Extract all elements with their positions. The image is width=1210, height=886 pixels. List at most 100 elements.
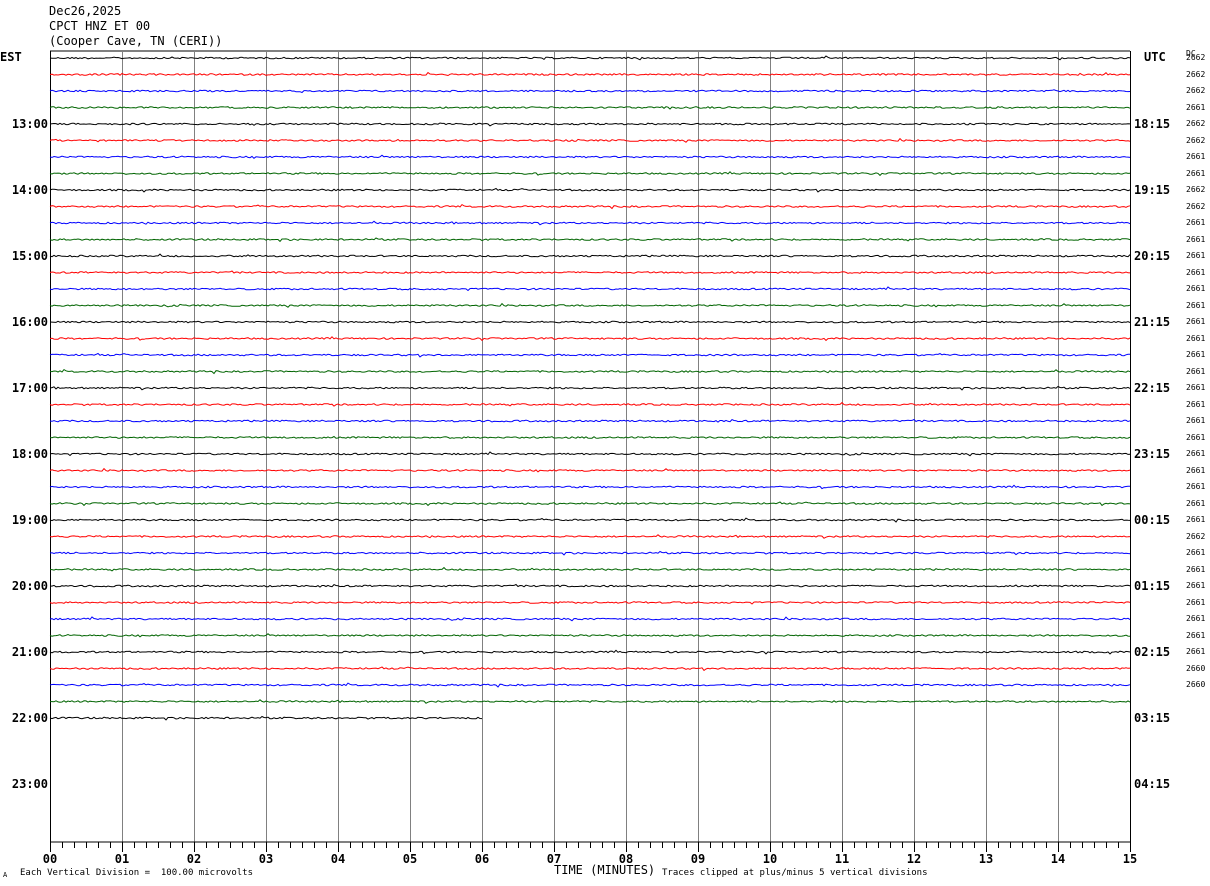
dc-offset-value: 2661 — [1186, 284, 1206, 293]
est-hour-label: 17:00 — [11, 381, 48, 395]
est-hour-label: 18:00 — [11, 447, 48, 461]
corner-mark: A — [3, 871, 8, 879]
vertical-scale-note: Each Vertical Division = 100.00 microvol… — [20, 868, 253, 878]
seismic-trace — [49, 451, 1131, 457]
utc-hour-label: 19:15 — [1134, 183, 1171, 197]
dc-offset-value: 2661 — [1186, 630, 1206, 640]
est-hour-label: 16:00 — [11, 315, 48, 329]
dc-offset-value: 2661 — [1186, 498, 1206, 508]
x-tick-label: 04 — [331, 852, 345, 866]
station-code: CPCT HNZ ET 00 — [49, 19, 151, 33]
clip-note: Traces clipped at plus/minus 5 vertical … — [662, 868, 928, 878]
utc-hour-label: 04:15 — [1134, 777, 1171, 791]
x-axis-title: TIME (MINUTES) — [554, 863, 656, 877]
seismic-trace — [49, 368, 1131, 375]
dc-offset-value: 2662 — [1186, 185, 1206, 194]
seismic-trace — [49, 89, 1131, 94]
seismic-trace — [49, 286, 1131, 292]
seismic-trace — [49, 106, 1131, 110]
seismic-trace — [49, 566, 1131, 572]
x-tick-label: 11 — [835, 852, 849, 866]
x-tick-label: 07 — [547, 852, 561, 866]
dc-offset-value: 2662 — [1186, 86, 1206, 95]
dc-offset-value: 2662 — [1186, 135, 1206, 145]
x-tick-label: 15 — [1123, 852, 1137, 866]
seismic-trace — [49, 633, 1131, 638]
seismic-trace — [49, 550, 1131, 556]
x-tick-label: 14 — [1051, 852, 1065, 866]
utc-hour-label: 20:15 — [1134, 249, 1171, 263]
dc-offset-value: 2661 — [1186, 465, 1206, 475]
dc-offset-value: 2661 — [1186, 366, 1206, 376]
seismic-trace — [49, 71, 1131, 77]
seismic-trace — [49, 699, 1131, 704]
seismic-trace — [49, 187, 1131, 193]
seismic-trace — [49, 517, 1131, 523]
left-timezone-label: EST — [0, 50, 22, 64]
dc-offset-value: 2661 — [1186, 317, 1206, 326]
dc-offset-value: 2661 — [1186, 383, 1206, 392]
utc-hour-label: 01:15 — [1134, 579, 1171, 593]
utc-hour-label: 23:15 — [1134, 447, 1171, 461]
seismic-trace — [49, 203, 1131, 210]
station-location: (Cooper Cave, TN (CERI)) — [49, 34, 223, 48]
seismic-trace — [49, 484, 1131, 490]
utc-hour-label: 21:15 — [1134, 315, 1171, 329]
dc-offset-value: 2661 — [1186, 449, 1206, 458]
dc-offset-value: 2660 — [1186, 663, 1206, 673]
dc-offset-value: 2660 — [1186, 680, 1206, 689]
dc-offset-value: 2661 — [1186, 416, 1206, 425]
dc-offset-value: 2661 — [1186, 168, 1206, 178]
seismic-trace — [49, 666, 1131, 672]
x-tick-label: 06 — [475, 852, 489, 866]
seismic-trace — [49, 715, 483, 721]
x-tick-label: 13 — [979, 852, 993, 866]
seismic-trace — [49, 253, 1131, 258]
seismic-trace — [49, 171, 1131, 177]
seismic-trace — [49, 682, 1131, 688]
est-hour-label: 13:00 — [11, 117, 48, 131]
utc-hour-label: 02:15 — [1134, 645, 1171, 659]
dc-offset-header: DC — [1186, 49, 1196, 58]
seismic-trace — [49, 154, 1131, 159]
seismic-trace — [49, 616, 1131, 622]
x-tick-label: 10 — [763, 852, 777, 866]
dc-offset-value: 2661 — [1186, 234, 1206, 244]
est-hour-label: 23:00 — [11, 777, 48, 791]
est-hour-label: 22:00 — [11, 711, 48, 725]
seismic-trace — [49, 336, 1131, 342]
seismic-trace — [49, 137, 1131, 143]
utc-hour-label: 00:15 — [1134, 513, 1171, 527]
dc-offset-value: 2662 — [1186, 119, 1206, 128]
dc-offset-value: 2661 — [1186, 482, 1206, 491]
dc-offset-value: 2661 — [1186, 564, 1206, 574]
seismic-trace — [49, 534, 1131, 539]
est-hour-label: 19:00 — [11, 513, 48, 527]
x-tick-label: 01 — [115, 852, 129, 866]
seismic-trace — [49, 401, 1131, 407]
seismic-trace — [49, 122, 1131, 127]
dc-offset-value: 2662 — [1186, 53, 1206, 62]
x-tick-label: 12 — [907, 852, 921, 866]
seismic-trace — [49, 435, 1131, 439]
seismic-trace — [49, 501, 1131, 507]
x-tick-label: 08 — [619, 852, 633, 866]
seismic-trace — [49, 583, 1131, 588]
utc-hour-label: 03:15 — [1134, 711, 1171, 725]
dc-offset-value: 2661 — [1186, 251, 1206, 260]
dc-offset-value: 2661 — [1186, 267, 1206, 277]
dc-offset-value: 2661 — [1186, 218, 1206, 227]
x-tick-label: 05 — [403, 852, 417, 866]
dc-offset-value: 2662 — [1186, 201, 1206, 211]
seismic-trace — [49, 649, 1131, 655]
x-tick-label: 02 — [187, 852, 201, 866]
dc-offset-value: 2661 — [1186, 300, 1206, 310]
seismic-trace — [49, 237, 1131, 243]
dc-offset-value: 2661 — [1186, 432, 1206, 442]
dc-offset-value: 2662 — [1186, 69, 1206, 79]
seismic-trace — [49, 320, 1131, 324]
dc-offset-value: 2661 — [1186, 152, 1206, 161]
dc-offset-value: 2661 — [1186, 102, 1206, 112]
dc-offset-value: 2661 — [1186, 581, 1206, 590]
